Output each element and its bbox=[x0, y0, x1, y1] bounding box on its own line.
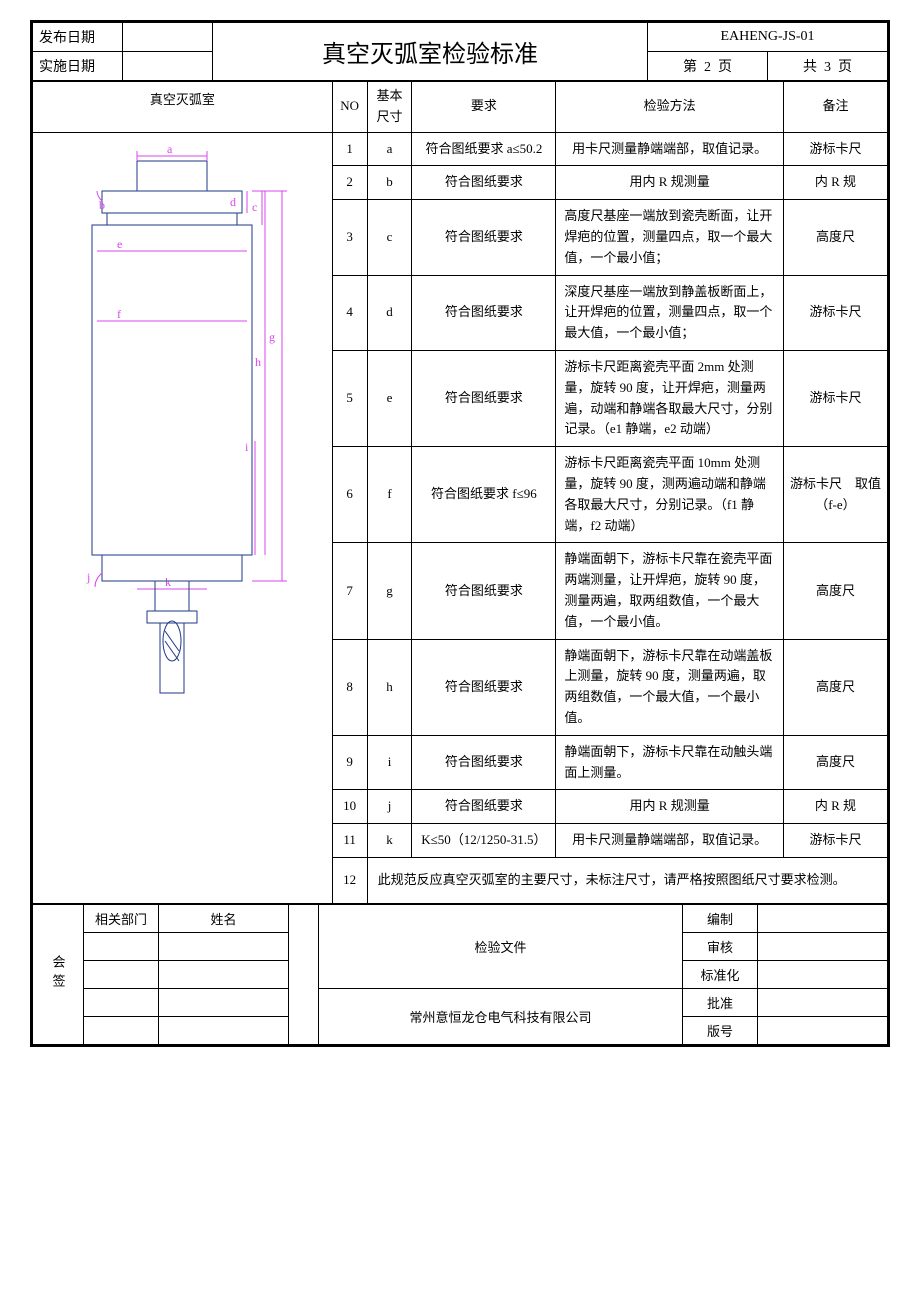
dept-value bbox=[84, 1016, 159, 1044]
cell-no: 1 bbox=[332, 132, 367, 166]
svg-text:b: b bbox=[99, 198, 105, 212]
svg-text:j: j bbox=[86, 570, 90, 584]
implement-date-label: 实施日期 bbox=[33, 52, 123, 81]
document-page: 发布日期 真空灭弧室检验标准 EAHENG-JS-01 实施日期 第 2 页 共… bbox=[30, 20, 890, 1047]
svg-text:a: a bbox=[167, 142, 173, 156]
approval-value bbox=[758, 988, 888, 1016]
sign-label: 会签 bbox=[33, 904, 84, 1044]
col-header-note: 备注 bbox=[783, 82, 887, 133]
footer-table: 会签 相关部门 姓名 检验文件 编制 审核 标准化 常州意恒龙仓电气科技有限公司… bbox=[32, 904, 888, 1045]
spacer bbox=[289, 904, 319, 1044]
svg-text:e: e bbox=[117, 237, 122, 251]
table-row: a b d c e bbox=[33, 132, 888, 166]
svg-text:c: c bbox=[252, 200, 257, 214]
approval-label: 编制 bbox=[683, 904, 758, 932]
publish-date-label: 发布日期 bbox=[33, 23, 123, 52]
header-table: 发布日期 真空灭弧室检验标准 EAHENG-JS-01 实施日期 第 2 页 共… bbox=[32, 22, 888, 81]
name-value bbox=[159, 1016, 289, 1044]
col-header-dim: 基本尺寸 bbox=[367, 82, 412, 133]
approval-label: 标准化 bbox=[683, 960, 758, 988]
dept-value bbox=[84, 932, 159, 960]
cell-note: 游标卡尺 bbox=[783, 132, 887, 166]
col-header-method: 检验方法 bbox=[556, 82, 784, 133]
name-value bbox=[159, 960, 289, 988]
svg-text:k: k bbox=[165, 575, 171, 589]
inspection-table: 真空灭弧室 NO 基本尺寸 要求 检验方法 备注 a bbox=[32, 81, 888, 904]
dept-header: 相关部门 bbox=[84, 904, 159, 932]
svg-text:i: i bbox=[245, 440, 249, 454]
diagram-cell: a b d c e bbox=[33, 132, 333, 903]
implement-date-value bbox=[123, 52, 213, 81]
doc-number: EAHENG-JS-01 bbox=[648, 23, 888, 52]
col-header-no: NO bbox=[332, 82, 367, 133]
name-header: 姓名 bbox=[159, 904, 289, 932]
approval-label: 版号 bbox=[683, 1016, 758, 1044]
svg-text:d: d bbox=[230, 195, 236, 209]
cell-dim: a bbox=[367, 132, 412, 166]
approval-value bbox=[758, 1016, 888, 1044]
page-indicator: 第 2 页 bbox=[648, 52, 768, 81]
name-value bbox=[159, 932, 289, 960]
dept-value bbox=[84, 960, 159, 988]
cell-method: 用卡尺测量静端端部，取值记录。 bbox=[556, 132, 784, 166]
svg-text:f: f bbox=[117, 307, 121, 321]
cell-req: 符合图纸要求 a≤50.2 bbox=[412, 132, 556, 166]
technical-drawing: a b d c e bbox=[47, 141, 317, 761]
page-title: 真空灭弧室检验标准 bbox=[213, 23, 648, 81]
approval-label: 审核 bbox=[683, 932, 758, 960]
publish-date-value bbox=[123, 23, 213, 52]
svg-text:g: g bbox=[269, 330, 275, 344]
dept-value bbox=[84, 988, 159, 1016]
footer-doc-title: 检验文件 bbox=[319, 904, 683, 988]
cell-no-12: 12 bbox=[332, 857, 367, 903]
approval-label: 批准 bbox=[683, 988, 758, 1016]
svg-text:h: h bbox=[255, 355, 261, 369]
approval-value bbox=[758, 960, 888, 988]
diagram-title: 真空灭弧室 bbox=[33, 82, 333, 133]
approval-value bbox=[758, 932, 888, 960]
footer-company: 常州意恒龙仓电气科技有限公司 bbox=[319, 988, 683, 1044]
approval-value bbox=[758, 904, 888, 932]
name-value bbox=[159, 988, 289, 1016]
cell-note-12: 此规范反应真空灭弧室的主要尺寸，未标注尺寸，请严格按照图纸尺寸要求检测。 bbox=[367, 857, 887, 903]
total-pages: 共 3 页 bbox=[768, 52, 888, 81]
col-header-req: 要求 bbox=[412, 82, 556, 133]
